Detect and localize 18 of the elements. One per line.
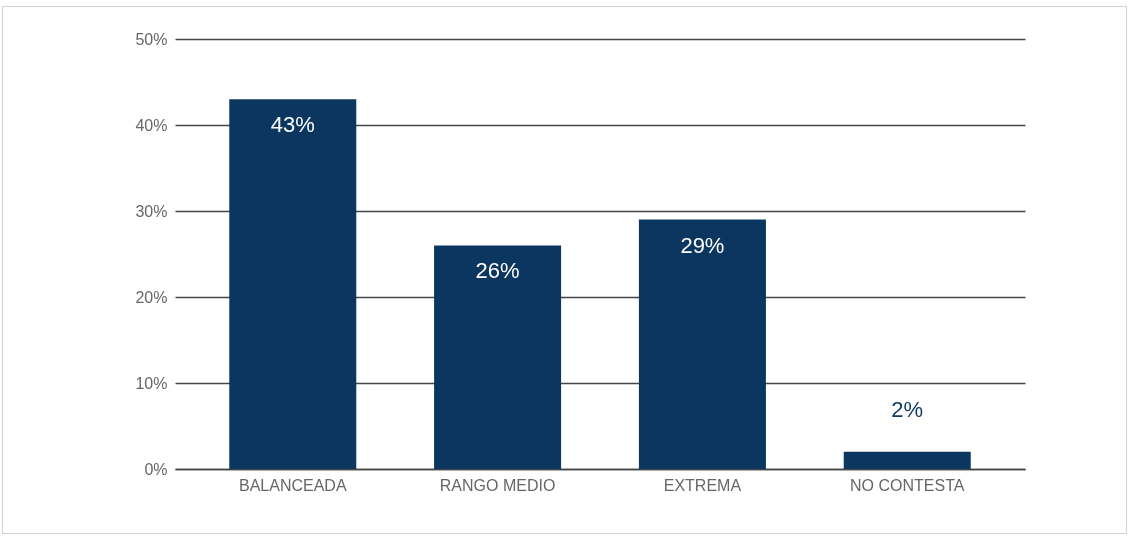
- data-label: 43%: [270, 112, 315, 138]
- y-tick-label: 50%: [135, 30, 168, 48]
- x-tick-label: EXTREMA: [663, 476, 742, 494]
- data-label: 29%: [680, 232, 725, 258]
- bar: [229, 99, 357, 469]
- y-tick-label: 10%: [135, 374, 168, 392]
- bar: [843, 451, 971, 469]
- y-tick-label: 30%: [135, 202, 168, 220]
- y-tick-label: 0%: [144, 460, 168, 478]
- y-tick-label: 40%: [135, 116, 168, 134]
- x-tick-label: NO CONTESTA: [850, 476, 965, 494]
- bar: [434, 245, 562, 469]
- data-label: 2%: [891, 396, 924, 422]
- data-label: 26%: [475, 258, 520, 284]
- x-tick-label: BALANCEADA: [238, 476, 347, 494]
- y-tick-label: 20%: [135, 288, 168, 306]
- x-tick-label: RANGO MEDIO: [439, 476, 556, 494]
- bar: [638, 219, 766, 469]
